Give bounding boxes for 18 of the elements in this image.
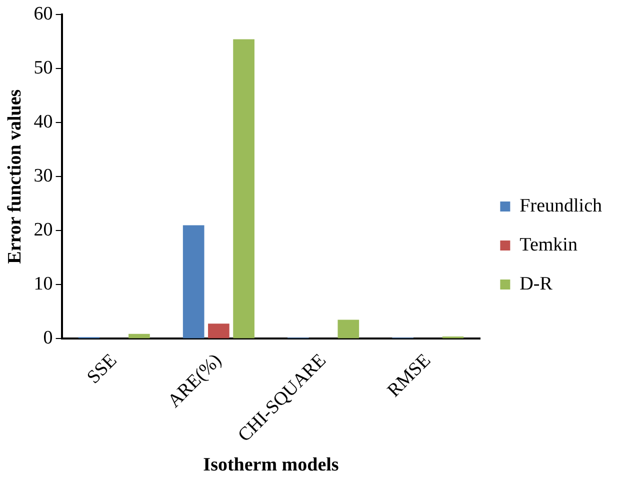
bar <box>128 334 150 338</box>
legend-label: Freundlich <box>520 195 602 216</box>
y-tick-label: 30 <box>34 166 53 187</box>
y-axis-title: Error function values <box>4 89 26 264</box>
y-tick-label: 40 <box>34 111 53 132</box>
legend-label: Temkin <box>520 234 578 256</box>
y-tick-label: 20 <box>34 220 53 241</box>
y-tick-label: 0 <box>43 328 53 349</box>
legend-label: D-R <box>520 273 553 294</box>
x-tick-label: SSE <box>83 350 122 388</box>
y-tick-label: 10 <box>34 274 53 295</box>
y-tick-label: 60 <box>34 3 53 24</box>
bar <box>182 225 204 338</box>
x-axis-title: Isotherm models <box>203 454 339 476</box>
bar <box>338 320 360 338</box>
bar <box>208 324 230 338</box>
bar <box>233 39 254 338</box>
y-tick-label: 50 <box>34 57 53 78</box>
